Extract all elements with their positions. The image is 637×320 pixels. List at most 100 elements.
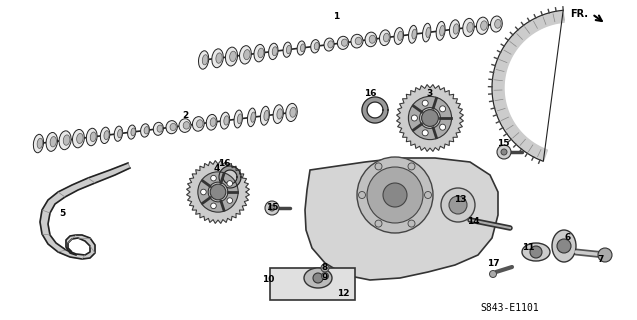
Ellipse shape (272, 47, 277, 56)
Text: 15: 15 (266, 204, 278, 212)
Ellipse shape (238, 114, 242, 124)
Ellipse shape (314, 43, 319, 50)
Ellipse shape (183, 122, 190, 129)
Text: S843-E1101: S843-E1101 (481, 303, 540, 313)
Ellipse shape (192, 116, 204, 131)
Ellipse shape (454, 24, 459, 34)
Ellipse shape (440, 26, 445, 36)
Text: 11: 11 (522, 243, 534, 252)
Ellipse shape (273, 105, 283, 124)
Text: 2: 2 (182, 110, 188, 119)
Text: 9: 9 (322, 273, 328, 282)
Ellipse shape (258, 48, 264, 58)
Ellipse shape (154, 122, 163, 135)
Ellipse shape (328, 41, 333, 48)
Ellipse shape (495, 20, 501, 28)
Circle shape (383, 183, 407, 207)
Circle shape (497, 145, 511, 159)
Circle shape (598, 248, 612, 262)
Polygon shape (362, 97, 388, 123)
Ellipse shape (304, 268, 332, 288)
Ellipse shape (351, 34, 363, 48)
Circle shape (530, 246, 542, 258)
Text: 7: 7 (598, 255, 604, 265)
Ellipse shape (212, 49, 223, 68)
Ellipse shape (244, 50, 250, 60)
Ellipse shape (426, 27, 431, 37)
Ellipse shape (311, 40, 320, 53)
Ellipse shape (383, 33, 389, 42)
Ellipse shape (50, 137, 57, 147)
Ellipse shape (269, 43, 278, 60)
Ellipse shape (490, 16, 503, 32)
Ellipse shape (197, 120, 203, 128)
Ellipse shape (290, 107, 296, 117)
Ellipse shape (283, 42, 292, 57)
Ellipse shape (63, 135, 70, 145)
Polygon shape (219, 166, 241, 188)
Circle shape (422, 130, 428, 136)
Circle shape (227, 181, 233, 186)
Ellipse shape (277, 109, 283, 119)
Circle shape (375, 163, 382, 170)
Polygon shape (397, 84, 463, 151)
Text: 15: 15 (497, 139, 509, 148)
Ellipse shape (73, 130, 84, 148)
Ellipse shape (203, 55, 208, 65)
Circle shape (412, 115, 417, 121)
Ellipse shape (251, 112, 255, 122)
Polygon shape (40, 163, 130, 259)
Ellipse shape (33, 134, 43, 153)
Ellipse shape (369, 35, 376, 43)
Ellipse shape (552, 230, 576, 262)
Text: 14: 14 (467, 218, 479, 227)
Circle shape (359, 191, 366, 198)
Ellipse shape (254, 44, 265, 62)
Circle shape (357, 157, 433, 233)
Circle shape (211, 203, 217, 209)
Circle shape (441, 188, 475, 222)
Circle shape (408, 96, 452, 140)
Circle shape (489, 270, 496, 277)
Ellipse shape (365, 32, 377, 47)
Ellipse shape (166, 121, 177, 134)
Polygon shape (305, 158, 498, 280)
Text: 16: 16 (218, 158, 230, 167)
Ellipse shape (481, 21, 487, 30)
Circle shape (408, 220, 415, 227)
Circle shape (211, 175, 217, 181)
Text: 6: 6 (565, 234, 571, 243)
Circle shape (367, 167, 423, 223)
Ellipse shape (286, 103, 297, 122)
Text: 4: 4 (214, 164, 220, 172)
Circle shape (501, 149, 507, 155)
Circle shape (422, 100, 428, 106)
Ellipse shape (90, 132, 96, 142)
Text: 5: 5 (59, 209, 65, 218)
Ellipse shape (141, 124, 150, 137)
Ellipse shape (210, 118, 216, 126)
Ellipse shape (436, 21, 445, 40)
Circle shape (313, 273, 323, 283)
Circle shape (408, 163, 415, 170)
Ellipse shape (324, 38, 334, 51)
Ellipse shape (240, 46, 252, 64)
Circle shape (227, 198, 233, 203)
Circle shape (201, 189, 206, 195)
Ellipse shape (247, 108, 255, 127)
Circle shape (422, 109, 438, 126)
Circle shape (269, 205, 275, 211)
Ellipse shape (157, 125, 162, 132)
Ellipse shape (170, 124, 176, 131)
Circle shape (424, 191, 431, 198)
Circle shape (265, 201, 279, 215)
Ellipse shape (422, 23, 431, 42)
Ellipse shape (114, 126, 122, 141)
Ellipse shape (225, 47, 238, 66)
Ellipse shape (199, 51, 209, 69)
Ellipse shape (59, 131, 71, 150)
Ellipse shape (397, 31, 403, 40)
Text: 16: 16 (364, 89, 376, 98)
Ellipse shape (76, 133, 83, 143)
Circle shape (440, 106, 446, 112)
